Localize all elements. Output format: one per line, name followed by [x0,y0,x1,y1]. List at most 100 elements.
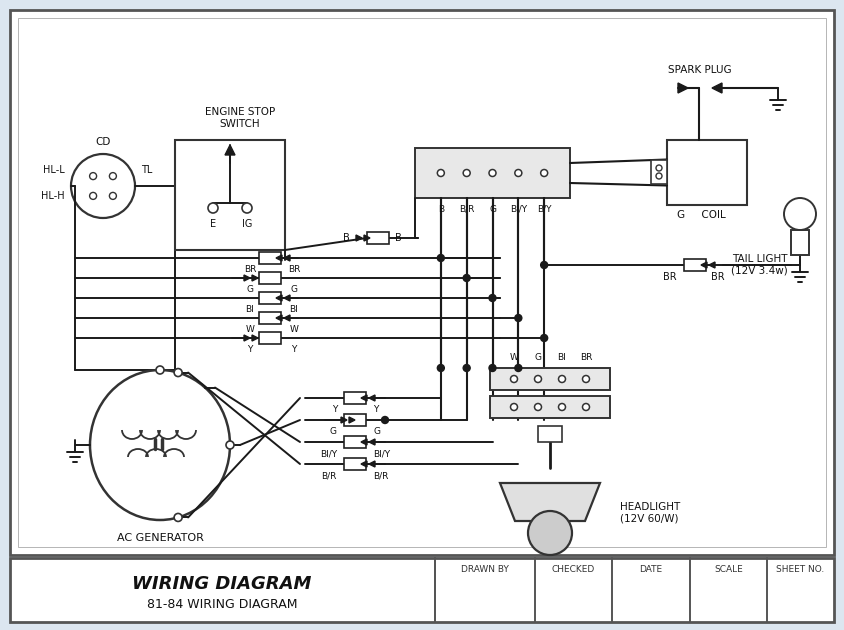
Circle shape [208,203,218,213]
Circle shape [463,365,470,372]
Text: SHEET NO.: SHEET NO. [776,566,825,575]
Circle shape [89,192,96,200]
Bar [415,148,570,198]
Circle shape [511,375,517,382]
Circle shape [381,416,388,423]
Text: E: E [210,219,216,229]
Circle shape [489,169,496,176]
Circle shape [559,403,565,411]
Text: W: W [246,326,254,335]
Circle shape [110,173,116,180]
Polygon shape [284,295,290,301]
Bar [490,396,610,418]
Text: BI/Y: BI/Y [510,205,527,214]
Polygon shape [284,315,290,321]
Polygon shape [225,145,235,155]
Polygon shape [369,395,375,401]
Text: Y: Y [332,406,337,415]
Text: TL: TL [141,165,153,175]
Bar [651,160,667,184]
Bar [538,426,562,442]
Text: ENGINE STOP
SWITCH: ENGINE STOP SWITCH [205,107,275,129]
Circle shape [242,203,252,213]
Circle shape [110,192,116,200]
Circle shape [515,314,522,321]
Circle shape [463,169,470,176]
Bar [344,392,366,404]
Polygon shape [709,262,715,268]
Text: BR: BR [288,265,300,275]
Polygon shape [276,255,282,261]
Circle shape [437,365,444,372]
Circle shape [174,513,182,522]
Polygon shape [276,315,282,321]
Polygon shape [712,83,722,93]
Text: BI: BI [246,306,254,314]
Circle shape [582,403,589,411]
Circle shape [656,165,662,171]
Text: HEADLIGHT
(12V 60/W): HEADLIGHT (12V 60/W) [620,502,680,524]
Circle shape [89,173,96,180]
Bar [10,10,834,555]
Text: SPARK PLUG: SPARK PLUG [668,65,732,75]
Text: G: G [330,428,337,437]
Circle shape [463,275,470,282]
Text: G: G [489,205,496,214]
Polygon shape [349,417,355,423]
Text: AC GENERATOR: AC GENERATOR [116,533,203,543]
Text: BI/Y: BI/Y [320,449,337,459]
Text: Y: Y [291,345,297,355]
Text: B/Y: B/Y [537,205,551,214]
Circle shape [489,365,496,372]
Circle shape [71,154,135,218]
Circle shape [582,375,589,382]
Polygon shape [369,461,375,467]
Bar [259,272,281,284]
Polygon shape [252,335,258,341]
Text: W: W [289,326,299,335]
Bar [490,368,610,390]
Text: WIRING DIAGRAM: WIRING DIAGRAM [133,575,311,593]
Circle shape [437,169,444,176]
Text: B/R: B/R [373,471,388,481]
Text: BR: BR [580,353,592,362]
Polygon shape [341,417,347,423]
Bar [344,458,366,470]
Text: B: B [344,233,350,243]
Bar [667,140,747,205]
Polygon shape [369,439,375,445]
Bar [684,259,706,271]
Text: G     COIL: G COIL [677,210,726,220]
Polygon shape [361,439,367,445]
Bar [791,230,809,255]
Circle shape [515,365,522,372]
Text: B: B [395,233,402,243]
Polygon shape [361,461,367,467]
Polygon shape [364,235,370,241]
Polygon shape [701,262,707,268]
Text: CD: CD [95,137,111,147]
Polygon shape [356,235,362,241]
Text: B/R: B/R [459,205,474,214]
Circle shape [541,169,548,176]
Circle shape [534,403,542,411]
Polygon shape [678,83,688,93]
Text: G: G [534,353,542,362]
Polygon shape [244,335,250,341]
Polygon shape [276,295,282,301]
Text: DATE: DATE [640,566,663,575]
Text: BI: BI [558,353,566,362]
Bar [18,18,826,547]
Text: IG: IG [242,219,252,229]
Bar [344,414,366,426]
Circle shape [656,173,662,179]
Text: BI: BI [289,306,299,314]
Text: G: G [290,285,297,294]
Circle shape [515,169,522,176]
Polygon shape [244,275,250,281]
Text: CHECKED: CHECKED [552,566,595,575]
Circle shape [511,403,517,411]
Bar [259,332,281,344]
Circle shape [559,375,565,382]
Text: BR: BR [244,265,257,275]
